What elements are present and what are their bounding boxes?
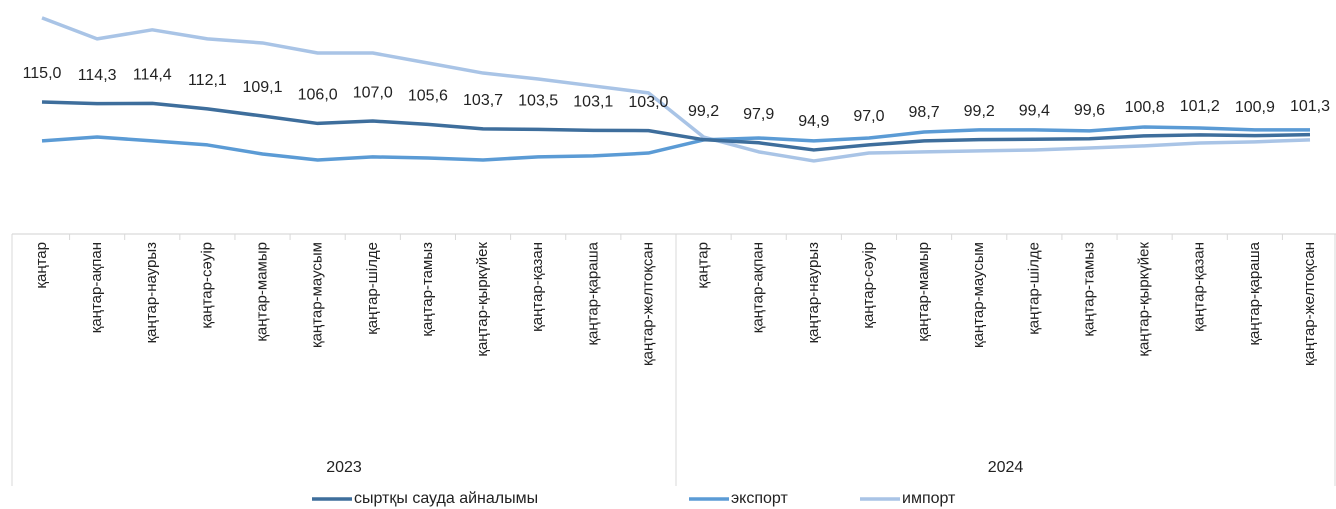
data-label: 100,9	[1235, 99, 1275, 116]
x-tick-label: қаңтар-ақпан	[750, 242, 767, 333]
x-tick-label: қаңтар-шілде	[1025, 242, 1042, 335]
data-label: 99,6	[1074, 102, 1105, 119]
data-label: 100,8	[1125, 99, 1165, 116]
x-tick-label: қаңтар-сәуір	[860, 242, 877, 329]
legend-label: экспорт	[731, 490, 788, 507]
x-tick-label: қаңтар-қазан	[1191, 242, 1208, 332]
data-label: 112,1	[188, 72, 227, 89]
legend-item: сыртқы сауда айналымы	[312, 490, 538, 507]
data-label: 101,2	[1180, 98, 1220, 115]
data-label: 97,0	[853, 108, 884, 125]
x-tick-label: қаңтар-наурыз	[143, 242, 160, 343]
x-tick-label: қаңтар-маусым	[970, 242, 987, 348]
series-line	[41, 16, 1311, 163]
data-label: 107,0	[353, 84, 393, 101]
group-label: 2023	[326, 459, 362, 476]
x-tick-label: қаңтар-желтоқсан	[639, 242, 656, 366]
x-tick-label: қаңтар	[695, 242, 712, 289]
data-label: 101,3	[1290, 98, 1330, 115]
x-tick-label: қаңтар-мамыр	[253, 242, 270, 342]
legend-item: экспорт	[689, 490, 788, 507]
x-tick-label: қаңтар-қазан	[529, 242, 546, 332]
data-label: 97,9	[743, 106, 774, 123]
data-label: 94,9	[798, 113, 829, 130]
legend-label: сыртқы сауда айналымы	[354, 490, 538, 507]
x-tick-label: қаңтар-сәуір	[198, 242, 215, 329]
data-label: 99,2	[964, 103, 995, 120]
data-label: 109,1	[242, 79, 282, 96]
legend-label: импорт	[902, 490, 956, 507]
data-label: 114,3	[78, 67, 117, 84]
data-label: 99,4	[1019, 102, 1050, 119]
data-label: 105,6	[408, 88, 448, 105]
x-tick-label: қаңтар-маусым	[309, 242, 326, 348]
x-tick-label: қаңтар-мамыр	[915, 242, 932, 342]
data-label: 106,0	[298, 87, 338, 104]
data-label: 115,0	[23, 65, 62, 82]
x-tick-label: қаңтар-қыркүйек	[474, 242, 491, 357]
x-tick-label: қаңтар-наурыз	[805, 242, 822, 343]
legend-item: импорт	[860, 490, 956, 507]
data-label: 103,1	[573, 94, 613, 111]
data-label: 103,5	[518, 93, 558, 110]
data-label: 99,2	[688, 103, 719, 120]
series-line	[41, 100, 1311, 152]
x-tick-label: қаңтар-шілде	[364, 242, 381, 335]
x-tick-label: қаңтар-желтоқсан	[1301, 242, 1318, 366]
data-label: 103,7	[463, 92, 503, 109]
group-label: 2024	[988, 459, 1024, 476]
x-tick-label: қаңтар-ақпан	[88, 242, 105, 333]
x-tick-label: қаңтар-қараша	[1246, 241, 1263, 345]
x-tick-label: қаңтар-қараша	[584, 241, 601, 345]
x-tick-label: қаңтар	[33, 242, 50, 289]
x-tick-label: қаңтар-тамыз	[419, 242, 436, 337]
x-tick-label: қаңтар-тамыз	[1080, 242, 1097, 337]
series-line	[41, 125, 1310, 162]
data-label: 98,7	[909, 104, 940, 121]
data-label: 114,4	[133, 67, 172, 84]
data-label: 103,0	[628, 94, 668, 111]
x-tick-label: қаңтар-қыркүйек	[1136, 242, 1153, 357]
